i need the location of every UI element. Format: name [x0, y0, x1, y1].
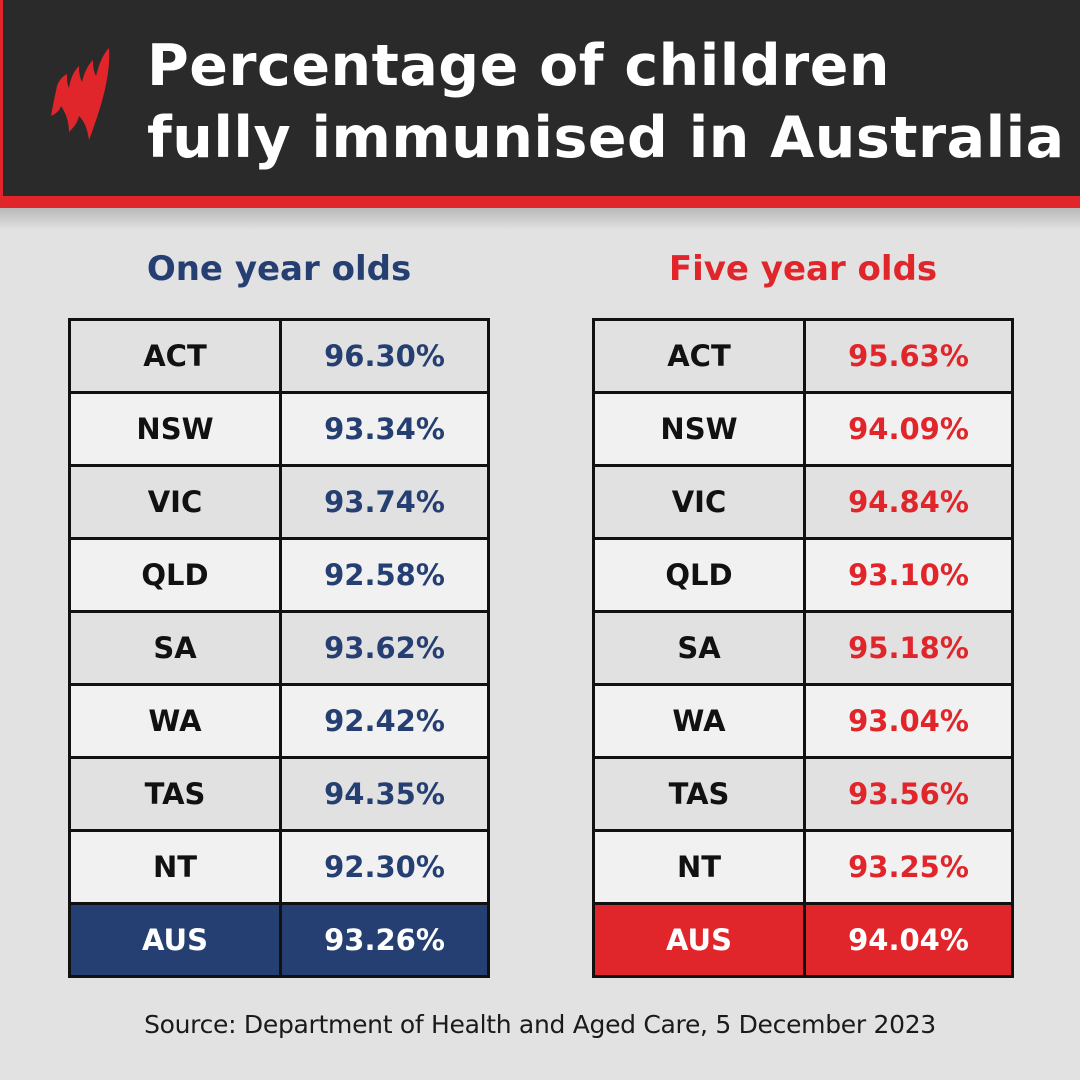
table-row: NT 93.25% — [592, 829, 1014, 905]
percentage-value: 92.58% — [279, 537, 490, 613]
percentage-value: 93.34% — [279, 391, 490, 467]
state-label: ACT — [592, 318, 806, 394]
title-line-2: fully immunised in Australia — [147, 105, 1065, 171]
sbs-logo-icon — [51, 48, 110, 140]
state-label: QLD — [68, 537, 282, 613]
percentage-value: 92.42% — [279, 683, 490, 759]
state-label: NSW — [592, 391, 806, 467]
state-label: ACT — [68, 318, 282, 394]
table-row: WA 92.42% — [68, 683, 490, 759]
title-line-1: Percentage of children — [147, 33, 890, 99]
state-label: SA — [68, 610, 282, 686]
table-row: NSW 93.34% — [68, 391, 490, 467]
percentage-value: 93.56% — [803, 756, 1014, 832]
source-caption: Source: Department of Health and Aged Ca… — [144, 1010, 936, 1039]
five-year-heading: Five year olds — [668, 249, 938, 289]
table-row: VIC 93.74% — [68, 464, 490, 540]
table-row: WA 93.04% — [592, 683, 1014, 759]
one-year-table: ACT 96.30% NSW 93.34% VIC 93.74% QLD 92.58% … — [68, 318, 490, 978]
state-label: TAS — [68, 756, 282, 832]
one-year-heading: One year olds — [146, 249, 412, 289]
state-label: TAS — [592, 756, 806, 832]
percentage-value: 94.35% — [279, 756, 490, 832]
table-row: VIC 94.84% — [592, 464, 1014, 540]
percentage-value: 92.30% — [279, 829, 490, 905]
table-row: SA 95.18% — [592, 610, 1014, 686]
table-row: NT 92.30% — [68, 829, 490, 905]
total-label: AUS — [592, 902, 806, 978]
table-row: TAS 94.35% — [68, 756, 490, 832]
header-banner: Percentage of children fully immunised i… — [0, 0, 1080, 196]
state-label: SA — [592, 610, 806, 686]
percentage-value: 93.10% — [803, 537, 1014, 613]
table-row: QLD 93.10% — [592, 537, 1014, 613]
state-label: VIC — [592, 464, 806, 540]
five-year-table: ACT 95.63% NSW 94.09% VIC 94.84% QLD 93.10% … — [592, 318, 1014, 978]
percentage-value: 93.04% — [803, 683, 1014, 759]
header-shadow — [0, 208, 1080, 230]
state-label: WA — [68, 683, 282, 759]
table-row: ACT 95.63% — [592, 318, 1014, 394]
total-value: 94.04% — [803, 902, 1014, 978]
total-value: 93.26% — [279, 902, 490, 978]
state-label: WA — [592, 683, 806, 759]
state-label: VIC — [68, 464, 282, 540]
state-label: QLD — [592, 537, 806, 613]
percentage-value: 93.25% — [803, 829, 1014, 905]
total-row: AUS 94.04% — [592, 902, 1014, 978]
table-row: SA 93.62% — [68, 610, 490, 686]
total-label: AUS — [68, 902, 282, 978]
percentage-value: 94.09% — [803, 391, 1014, 467]
table-row: TAS 93.56% — [592, 756, 1014, 832]
table-row: ACT 96.30% — [68, 318, 490, 394]
percentage-value: 95.63% — [803, 318, 1014, 394]
total-row: AUS 93.26% — [68, 902, 490, 978]
percentage-value: 93.62% — [279, 610, 490, 686]
state-label: NT — [68, 829, 282, 905]
state-label: NSW — [68, 391, 282, 467]
percentage-value: 95.18% — [803, 610, 1014, 686]
header-accent-bar — [0, 196, 1080, 208]
percentage-value: 94.84% — [803, 464, 1014, 540]
state-label: NT — [592, 829, 806, 905]
percentage-value: 96.30% — [279, 318, 490, 394]
table-row: NSW 94.09% — [592, 391, 1014, 467]
table-row: QLD 92.58% — [68, 537, 490, 613]
percentage-value: 93.74% — [279, 464, 490, 540]
page-title: Percentage of children fully immunised i… — [147, 30, 1065, 174]
